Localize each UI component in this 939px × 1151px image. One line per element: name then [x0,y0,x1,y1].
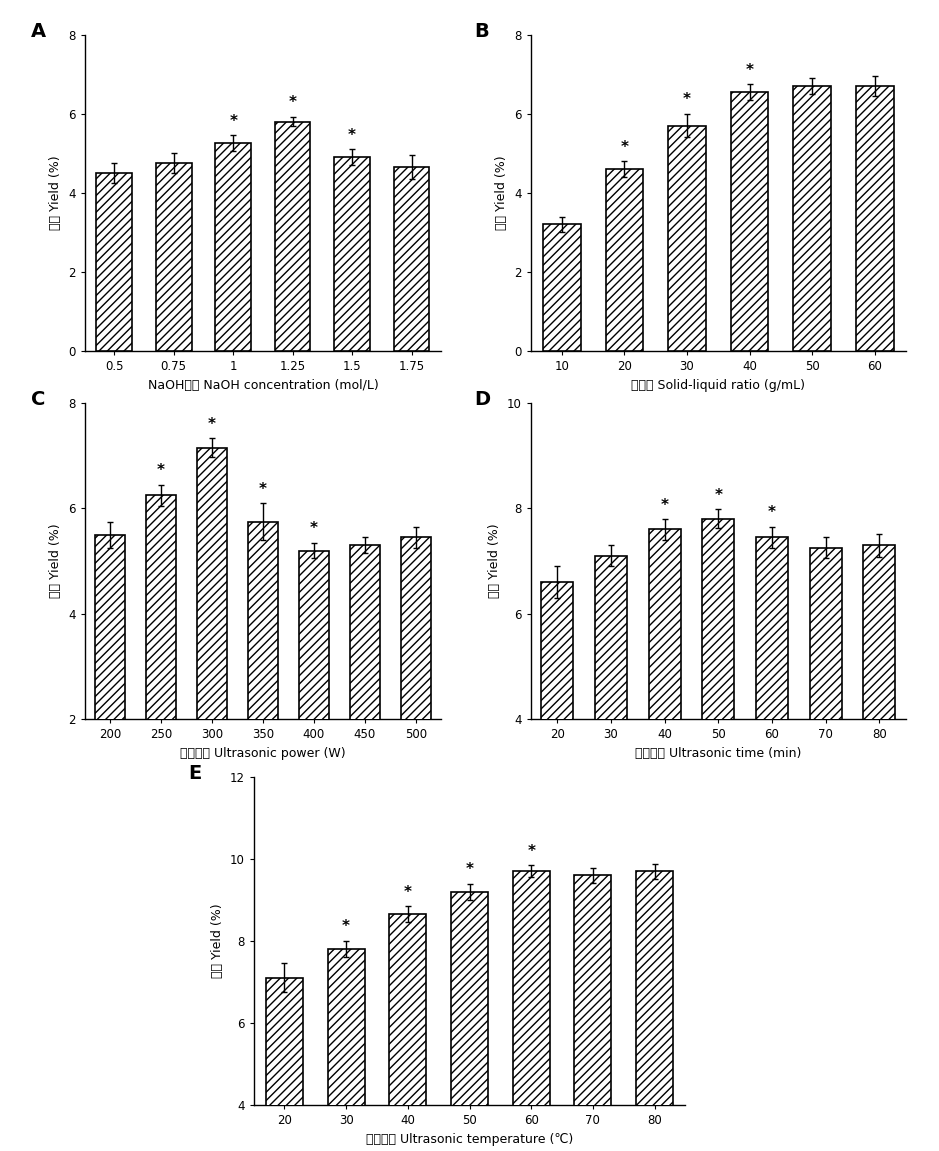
Bar [146,495,177,825]
Text: *: * [348,128,356,143]
Text: C: C [31,390,45,410]
Y-axis label: 得率 Yield (%): 得率 Yield (%) [211,904,223,978]
Bar [541,582,574,930]
Bar [451,892,488,1151]
Text: *: * [310,521,318,536]
Bar [606,169,643,351]
Bar [595,556,627,930]
Y-axis label: 得率 Yield (%): 得率 Yield (%) [496,155,508,230]
Bar [793,86,831,351]
Bar [299,550,330,825]
Bar [334,158,370,351]
Text: *: * [208,417,216,432]
Bar [575,876,611,1151]
Bar [196,448,227,825]
Text: B: B [474,22,489,41]
Bar [390,914,426,1151]
Bar [649,529,681,930]
X-axis label: 超声功率 Ultrasonic power (W): 超声功率 Ultrasonic power (W) [180,747,346,760]
Text: A: A [31,22,46,41]
Bar [215,144,251,351]
Bar [809,548,841,930]
X-axis label: 超声温度 Ultrasonic temperature (℃): 超声温度 Ultrasonic temperature (℃) [366,1133,573,1145]
Bar [156,163,192,351]
Bar [95,535,125,825]
Bar [702,519,734,930]
Text: D: D [474,390,490,410]
Text: *: * [342,920,350,935]
Bar [349,546,380,825]
Text: *: * [157,464,165,479]
Bar [863,546,896,930]
Bar [669,125,706,351]
Text: *: * [661,497,669,512]
Bar [731,92,768,351]
Bar [636,871,673,1151]
Text: *: * [288,96,297,110]
Text: *: * [683,92,691,107]
Y-axis label: 得率 Yield (%): 得率 Yield (%) [50,155,62,230]
Text: *: * [229,114,238,129]
Text: *: * [259,482,267,497]
Text: *: * [466,862,473,877]
Bar [543,224,580,351]
X-axis label: NaOH浓度 NaOH concentration (mol/L): NaOH浓度 NaOH concentration (mol/L) [147,379,378,391]
Text: *: * [621,139,628,155]
Bar [756,538,788,930]
Bar [393,167,429,351]
Bar [275,122,311,351]
Text: *: * [715,488,722,503]
X-axis label: 料液比 Solid-liquid ratio (g/mL): 料液比 Solid-liquid ratio (g/mL) [631,379,806,391]
Bar [248,521,278,825]
Text: *: * [527,844,535,859]
Bar [401,538,431,825]
Text: *: * [768,505,776,520]
X-axis label: 超声时间 Ultrasonic time (min): 超声时间 Ultrasonic time (min) [635,747,802,760]
Y-axis label: 得率 Yield (%): 得率 Yield (%) [488,524,501,599]
Y-axis label: 得率 Yield (%): 得率 Yield (%) [50,524,62,599]
Bar [97,173,132,351]
Bar [513,871,549,1151]
Text: *: * [746,62,754,77]
Bar [328,950,364,1151]
Text: E: E [189,764,202,783]
Text: *: * [404,884,412,900]
Bar [266,978,303,1151]
Bar [856,86,894,351]
